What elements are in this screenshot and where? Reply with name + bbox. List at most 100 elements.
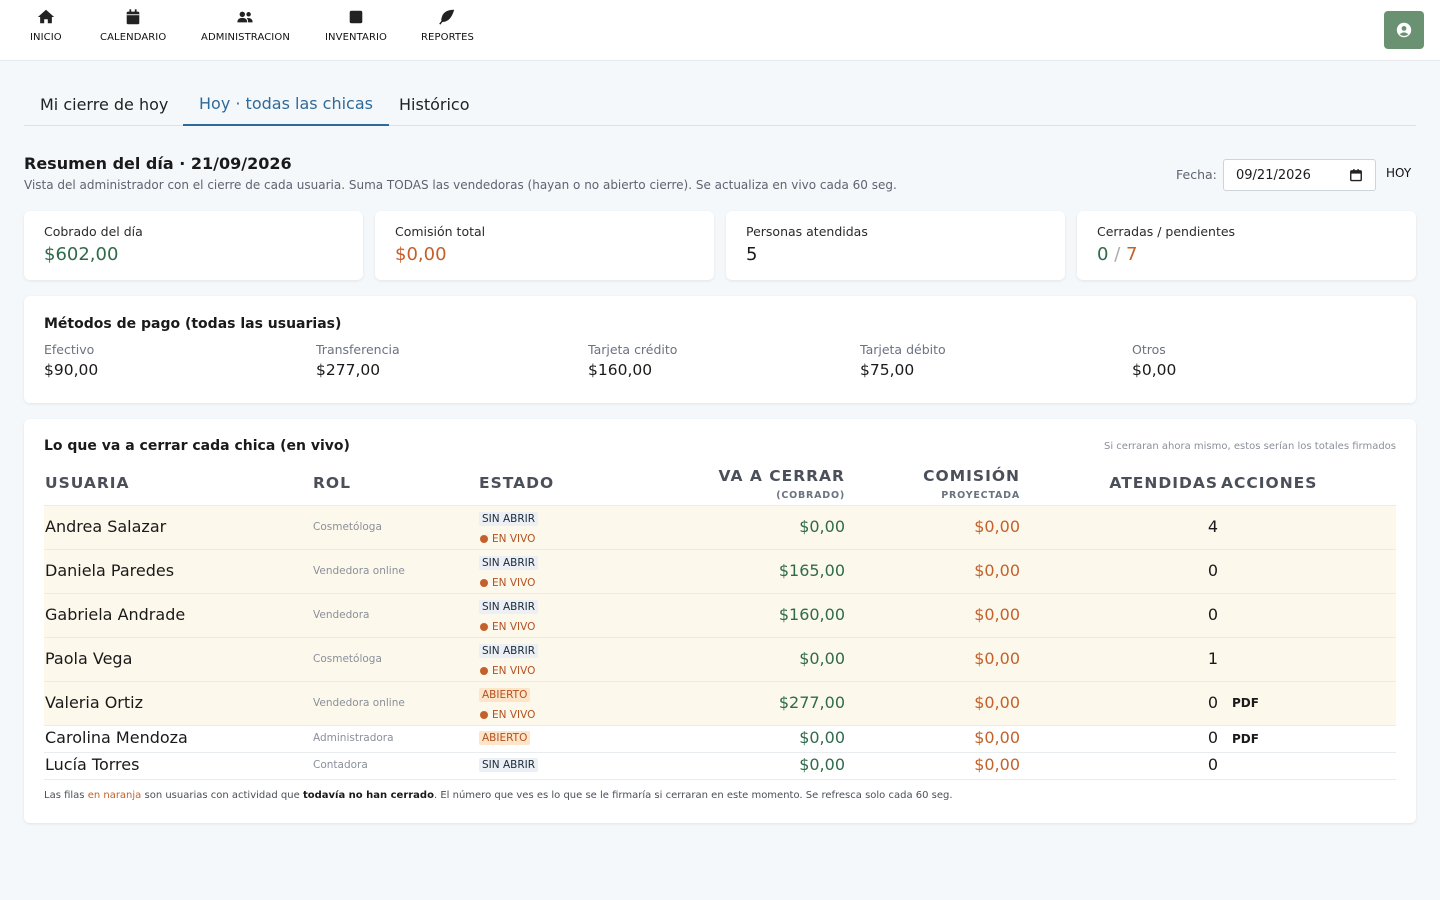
payment-value: $277,00 xyxy=(316,361,381,379)
status-badge: ABIERTO xyxy=(479,731,531,745)
live-dot-icon xyxy=(480,579,488,587)
user-circle-icon xyxy=(1396,22,1412,38)
col-acciones: ACCIONES xyxy=(1221,474,1318,492)
date-value: 09/21/2026 xyxy=(1236,167,1311,183)
user-name: Valeria Ortiz xyxy=(45,693,143,712)
payment-label: Transferencia xyxy=(316,342,400,357)
nav-calendario[interactable]: CALENDARIO xyxy=(100,8,166,43)
leaf-icon xyxy=(439,9,455,25)
status-badge: SIN ABRIR xyxy=(479,758,539,772)
col-comision-sub: PROYECTADA xyxy=(941,490,1020,501)
status-badge: SIN ABRIR xyxy=(479,556,539,570)
live-dot-icon xyxy=(480,535,488,543)
stat-value: $0,00 xyxy=(395,244,447,265)
user-name: Lucía Torres xyxy=(45,755,140,774)
footnote-part: son usuarias con actividad que xyxy=(141,790,303,801)
user-name: Daniela Paredes xyxy=(45,561,175,580)
payment-value: $75,00 xyxy=(860,361,915,379)
live-label: EN VIVO xyxy=(492,577,536,589)
atendidas-value: 4 xyxy=(1207,517,1218,536)
stat-value: 5 xyxy=(746,244,758,265)
live-label: EN VIVO xyxy=(492,621,536,633)
user-name: Carolina Mendoza xyxy=(45,728,188,747)
nav-label: INICIO xyxy=(30,32,62,43)
nav-reportes[interactable]: REPORTES xyxy=(421,8,474,43)
calendar-icon xyxy=(126,9,140,25)
tab-historico[interactable]: Histórico xyxy=(399,94,470,114)
cobrado-value: $277,00 xyxy=(778,693,845,712)
live-indicator: EN VIVO xyxy=(480,621,535,633)
col-rol[interactable]: ROL xyxy=(313,474,351,492)
today-button[interactable]: HOY xyxy=(1386,166,1412,180)
nav-administracion[interactable]: ADMINISTRACION xyxy=(201,8,290,43)
status-badge: SIN ABRIR xyxy=(479,512,539,526)
col-atendidas[interactable]: ATENDIDAS xyxy=(1109,474,1218,492)
user-rol: Cosmetóloga xyxy=(313,653,382,665)
box-icon xyxy=(349,10,363,24)
table-row: Paola Vega Cosmetóloga SIN ABRIR EN VIVO… xyxy=(44,637,1396,681)
col-estado[interactable]: ESTADO xyxy=(479,474,555,492)
payment-debito: Tarjeta débito $75,00 xyxy=(860,342,946,379)
comision-value: $0,00 xyxy=(974,693,1020,712)
user-menu-button[interactable] xyxy=(1384,11,1424,49)
cobrado-value: $165,00 xyxy=(778,561,845,580)
user-name: Gabriela Andrade xyxy=(45,605,186,624)
live-indicator: EN VIVO xyxy=(480,709,535,721)
users-icon xyxy=(237,11,254,23)
status-badge: SIN ABRIR xyxy=(479,644,539,658)
summary-subtitle: Vista del administrador con el cierre de… xyxy=(24,178,897,192)
summary-title: Resumen del día · 21/09/2026 xyxy=(24,154,292,173)
atendidas-value: 0 xyxy=(1207,605,1218,624)
live-title: Lo que va a cerrar cada chica (en vivo) xyxy=(44,438,350,454)
live-indicator: EN VIVO xyxy=(480,533,535,545)
calendar-picker-icon[interactable] xyxy=(1349,168,1363,182)
status-badge: ABIERTO xyxy=(479,688,531,702)
cobrado-value: $0,00 xyxy=(799,755,845,774)
footnote-bold: todavía no han cerrado xyxy=(302,790,434,801)
tabs-bar: Mi cierre de hoy Hoy · todas las chicas … xyxy=(24,82,1416,126)
payment-efectivo: Efectivo $90,00 xyxy=(44,342,98,379)
stat-label: Cobrado del día xyxy=(44,224,143,239)
user-rol: Vendedora online xyxy=(313,565,405,577)
user-name: Andrea Salazar xyxy=(45,517,167,536)
stat-label: Comisión total xyxy=(395,224,486,239)
comision-value: $0,00 xyxy=(974,517,1020,536)
user-rol: Vendedora xyxy=(313,609,370,621)
payment-label: Tarjeta débito xyxy=(860,342,946,357)
payment-methods-title: Métodos de pago (todas las usuarias) xyxy=(44,316,342,332)
table-row: Andrea Salazar Cosmetóloga SIN ABRIR EN … xyxy=(44,505,1396,549)
live-dot-icon xyxy=(480,623,488,631)
pdf-button[interactable]: PDF xyxy=(1232,696,1259,710)
date-input[interactable]: 09/21/2026 xyxy=(1223,159,1376,191)
user-name: Paola Vega xyxy=(45,649,133,668)
comision-value: $0,00 xyxy=(974,755,1020,774)
col-comision[interactable]: COMISIÓN xyxy=(923,467,1020,485)
nav-inicio[interactable]: INICIO xyxy=(30,8,62,43)
tab-hoy-todas[interactable]: Hoy · todas las chicas xyxy=(183,82,389,126)
closed-count: 0 xyxy=(1097,244,1109,265)
table-bottom-border xyxy=(44,779,1396,780)
stat-label: Cerradas / pendientes xyxy=(1097,224,1236,239)
stat-card-personas: Personas atendidas 5 xyxy=(726,211,1065,280)
comision-value: $0,00 xyxy=(974,561,1020,580)
atendidas-value: 0 xyxy=(1207,693,1218,712)
atendidas-value: 0 xyxy=(1207,561,1218,580)
nav-inventario[interactable]: INVENTARIO xyxy=(325,8,387,43)
date-label: Fecha: xyxy=(1176,167,1217,182)
col-va-a-cerrar-sub: (COBRADO) xyxy=(776,490,845,501)
stat-card-cerradas: Cerradas / pendientes 0 / 7 xyxy=(1077,211,1416,280)
top-navbar: INICIO CALENDARIO ADMINISTRACION INVENTA… xyxy=(0,0,1440,61)
pdf-button[interactable]: PDF xyxy=(1232,732,1259,746)
payment-value: $160,00 xyxy=(588,361,653,379)
col-usuaria[interactable]: USUARIA xyxy=(45,474,130,492)
payment-methods-card: Métodos de pago (todas las usuarias) Efe… xyxy=(24,296,1416,403)
stat-card-comision: Comisión total $0,00 xyxy=(375,211,714,280)
payment-transferencia: Transferencia $277,00 xyxy=(316,342,400,379)
stat-label: Personas atendidas xyxy=(746,224,868,239)
live-label: EN VIVO xyxy=(492,665,536,677)
cobrado-value: $0,00 xyxy=(799,517,845,536)
col-va-a-cerrar[interactable]: VA A CERRAR xyxy=(718,467,845,485)
comision-value: $0,00 xyxy=(974,649,1020,668)
nav-label: REPORTES xyxy=(421,32,474,43)
tab-mi-cierre[interactable]: Mi cierre de hoy xyxy=(40,94,169,114)
